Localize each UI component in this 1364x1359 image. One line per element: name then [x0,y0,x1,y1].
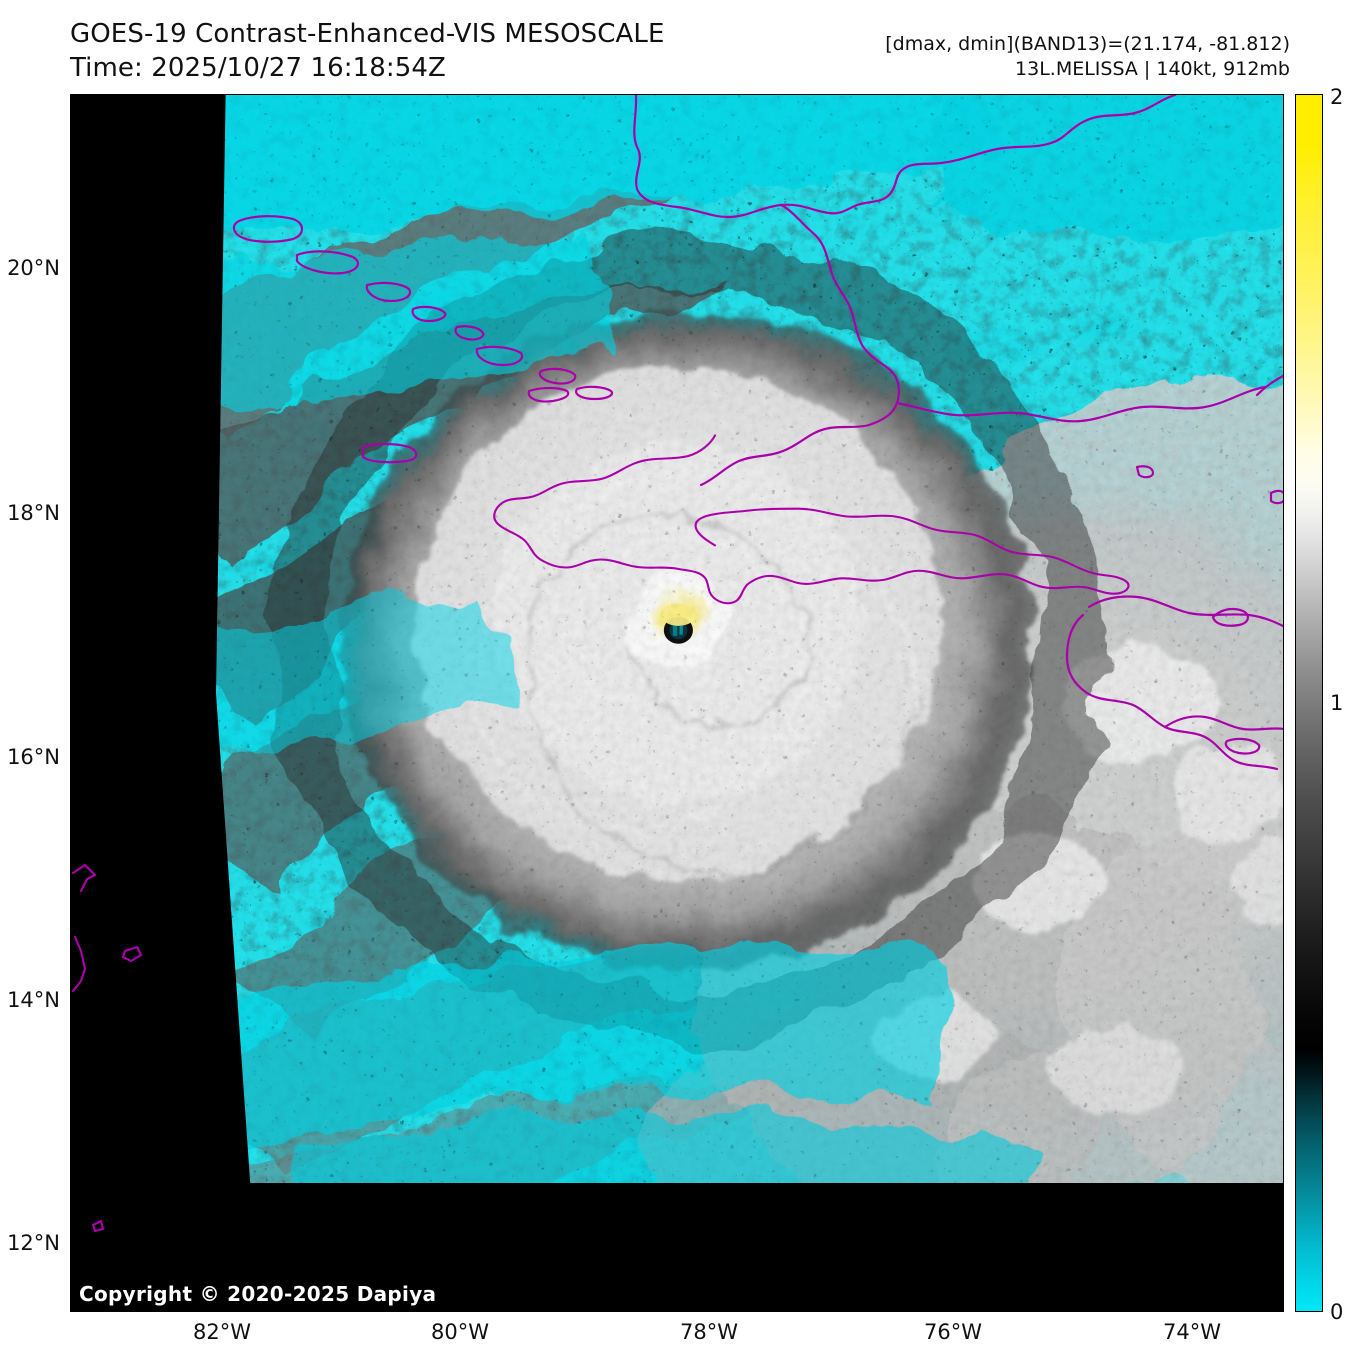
cuba-se-coast [895,385,1267,423]
hispaniola-coastline [1087,595,1283,628]
hispaniola-small-isle [1224,737,1261,755]
cuba-offshore-key-d [454,325,485,341]
x-tick-80w: 80°W [431,1320,489,1344]
colorbar[interactable] [1295,94,1323,1312]
satellite-swath [216,95,1283,1183]
colorbar-tick-max: 2 [1330,85,1344,109]
cayman-brac-coastline [527,386,570,403]
x-tick-74w: 74°W [1163,1320,1221,1344]
plot-inner: Copyright © 2020-2025 Dapiya [71,95,1283,1311]
y-tick-20n: 20°N [7,256,60,280]
cuba-offshore-key-e [475,345,524,367]
x-tick-82w: 82°W [193,1320,251,1344]
x-tick-76w: 76°W [924,1320,982,1344]
navassa-isle [1135,465,1155,479]
coastline-overlay [232,95,1283,771]
header-meta-block: [dmax, dmin](BAND13)=(21.174, -81.812) 1… [885,32,1290,81]
cuba-offshore-key-b [365,281,412,303]
cuba-offshore-key-c [411,305,447,323]
colorbar-tick-min: 0 [1330,1300,1344,1324]
hispaniola-tiburon-peninsula [1163,715,1283,731]
cuba-offshore-key-f [538,367,577,385]
dminmax-label: [dmax, dmin](BAND13)=(21.174, -81.812) [885,33,1290,55]
coastline-overlay-nodata [71,863,143,1233]
timestamp-label: Time: 2025/10/27 16:18:54Z [70,52,446,83]
grand-cayman-coastline [361,442,418,464]
isle-of-youth-coastline [232,215,304,243]
colorbar-tick-mid: 1 [1330,691,1344,715]
cuba-south-bay [699,203,900,487]
copyright-label: Copyright © 2020-2025 Dapiya [79,1282,437,1306]
page-title: GOES-19 Contrast-Enhanced-VIS MESOSCALE [70,19,665,49]
hispaniola-north-inlet [1211,607,1249,627]
boundary-contour-layer [216,95,1283,1183]
y-tick-14n: 14°N [7,988,60,1012]
header-title-block: GOES-19 Contrast-Enhanced-VIS MESOSCALE … [70,18,665,86]
x-tick-78w: 78°W [680,1320,738,1344]
jamaica-coastline [493,434,1130,605]
little-cayman-coastline [575,385,614,401]
hispaniola-bay-inlet [1269,489,1283,505]
y-tick-16n: 16°N [7,745,60,769]
y-tick-18n: 18°N [7,501,60,525]
hispaniola-ne-coast [1255,374,1283,397]
cuba-coastline [633,95,1177,219]
y-tick-12n: 12°N [7,1231,60,1255]
cuba-offshore-key-a [295,250,360,275]
hispaniola-south-coast [1065,613,1279,771]
storm-info-label: 13L.MELISSA | 140kt, 912mb [1015,57,1290,80]
satellite-plot-area[interactable]: Copyright © 2020-2025 Dapiya [70,94,1284,1312]
